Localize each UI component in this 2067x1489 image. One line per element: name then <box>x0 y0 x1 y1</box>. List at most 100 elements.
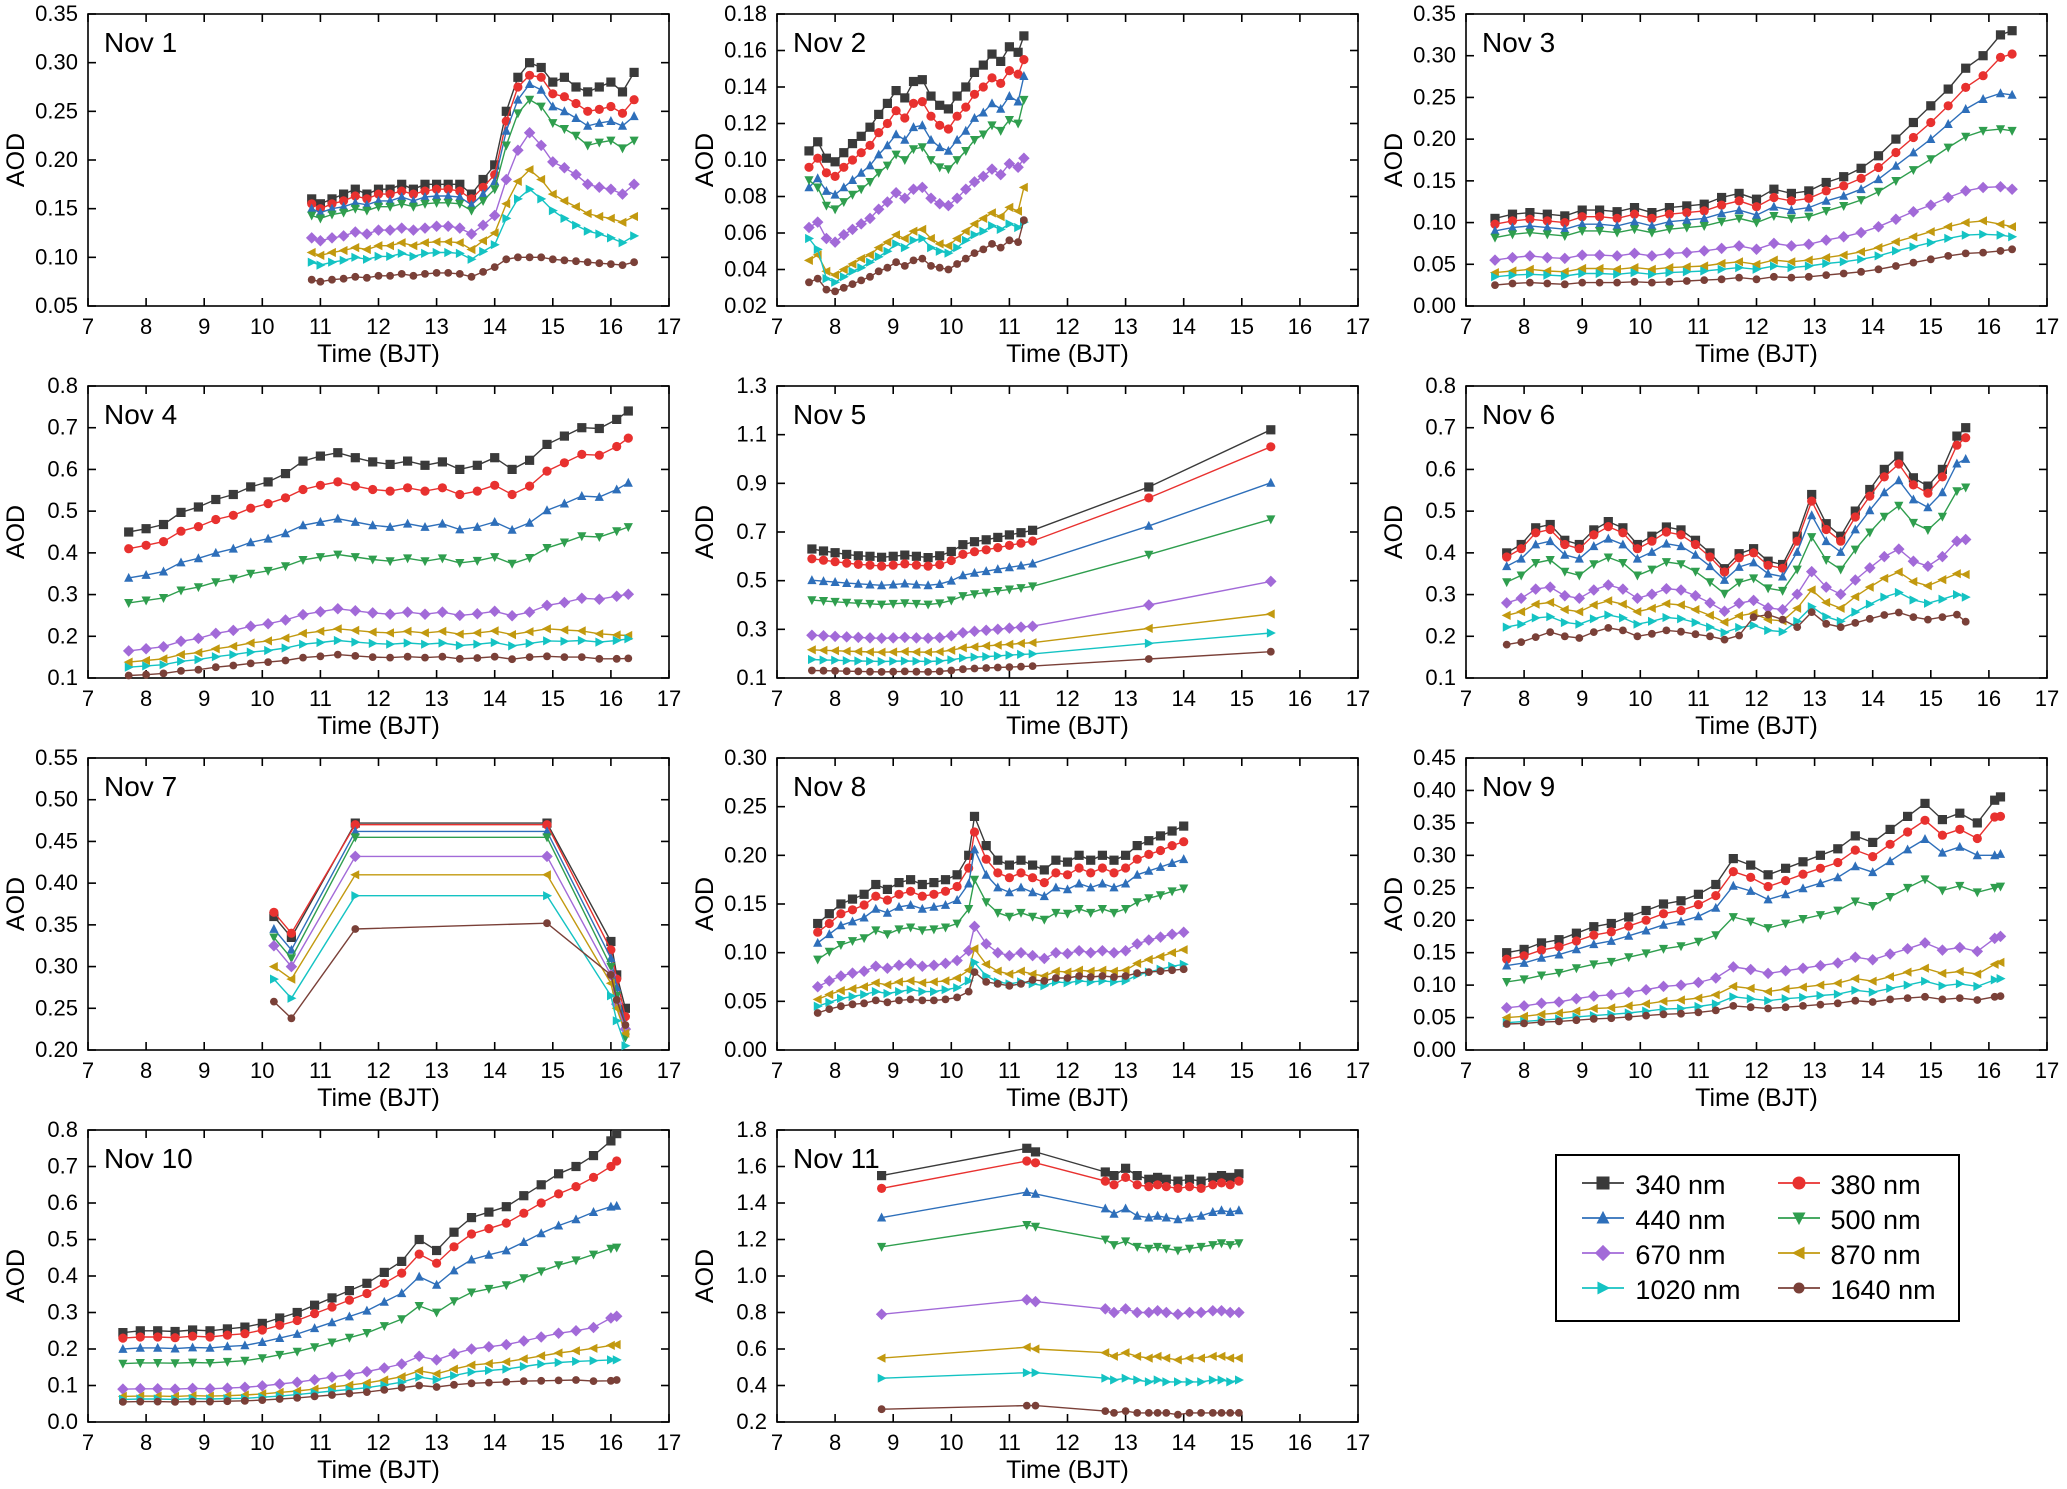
svg-text:0.8: 0.8 <box>47 1117 78 1142</box>
legend-entry-870nm: 870 nm <box>1775 1240 1936 1271</box>
svg-text:0.3: 0.3 <box>47 1300 78 1325</box>
svg-text:14: 14 <box>1171 1058 1195 1083</box>
svg-text:0.14: 0.14 <box>724 74 767 99</box>
legend: 340 nm 380 nm 440 nm 500 nm 670 nm <box>1555 1154 1960 1322</box>
svg-text:8: 8 <box>140 1430 152 1455</box>
svg-text:AOD: AOD <box>2 1249 30 1303</box>
legend-label: 380 nm <box>1830 1170 1921 1200</box>
svg-text:9: 9 <box>1576 314 1588 339</box>
svg-text:1.4: 1.4 <box>736 1190 767 1215</box>
svg-text:14: 14 <box>1171 314 1195 339</box>
panel-nov-3: 7 8 9 10 11 12 13 14 15 16 17 0.00 0.05 0.10 0.15 0.20 0… <box>1378 0 2067 372</box>
svg-text:AOD: AOD <box>1380 133 1408 187</box>
legend-entry-500nm: 500 nm <box>1775 1205 1936 1236</box>
svg-text:0.1: 0.1 <box>47 665 78 690</box>
svg-text:1.2: 1.2 <box>736 1227 767 1252</box>
svg-text:AOD: AOD <box>691 1249 719 1303</box>
svg-text:11: 11 <box>998 686 1021 711</box>
chart-svg: 7 8 9 10 11 12 13 14 15 16 17 0.00 0.05 0.10 0.15 0.20 0… <box>1380 1 2059 368</box>
svg-text:0.3: 0.3 <box>736 616 767 641</box>
svg-text:Nov 1: Nov 1 <box>104 27 177 58</box>
svg-text:8: 8 <box>1518 686 1530 711</box>
svg-text:0.08: 0.08 <box>724 184 767 209</box>
svg-text:17: 17 <box>1346 314 1370 339</box>
svg-text:0.05: 0.05 <box>1413 1005 1456 1030</box>
svg-text:13: 13 <box>1113 1058 1137 1083</box>
legend-entry-670nm: 670 nm <box>1579 1240 1740 1271</box>
svg-text:9: 9 <box>1576 686 1588 711</box>
svg-text:14: 14 <box>482 1430 506 1455</box>
svg-text:10: 10 <box>1628 686 1652 711</box>
svg-text:0.6: 0.6 <box>1425 456 1456 481</box>
legend-label: 1640 nm <box>1830 1275 1936 1305</box>
svg-text:Time (BJT): Time (BJT) <box>1006 1084 1129 1112</box>
svg-text:8: 8 <box>140 1058 152 1083</box>
panel-nov-2: 7 8 9 10 11 12 13 14 15 16 17 0.02 0.04 0.06 0.08 0.10 0… <box>689 0 1378 372</box>
svg-text:10: 10 <box>939 1430 963 1455</box>
svg-text:0.7: 0.7 <box>47 1154 78 1179</box>
svg-text:0.55: 0.55 <box>35 745 78 770</box>
svg-text:12: 12 <box>366 1058 390 1083</box>
svg-text:16: 16 <box>1977 686 2001 711</box>
svg-text:Time (BJT): Time (BJT) <box>317 1084 440 1112</box>
svg-text:Time (BJT): Time (BJT) <box>1695 340 1818 368</box>
svg-text:8: 8 <box>140 314 152 339</box>
svg-text:0.5: 0.5 <box>736 568 767 593</box>
svg-text:7: 7 <box>771 1058 783 1083</box>
svg-text:7: 7 <box>771 1430 783 1455</box>
svg-text:9: 9 <box>198 686 210 711</box>
svg-text:0.18: 0.18 <box>724 1 767 26</box>
svg-text:0.00: 0.00 <box>1413 1037 1456 1062</box>
svg-text:16: 16 <box>599 314 623 339</box>
svg-text:16: 16 <box>599 686 623 711</box>
svg-text:Time (BJT): Time (BJT) <box>1006 1456 1129 1484</box>
svg-text:0.2: 0.2 <box>47 623 78 648</box>
panel-nov-8: 7 8 9 10 11 12 13 14 15 16 17 0.00 0.05 0.10 0.15 0.20 0… <box>689 744 1378 1116</box>
svg-text:7: 7 <box>82 686 94 711</box>
svg-text:0.02: 0.02 <box>724 293 767 318</box>
svg-text:0.05: 0.05 <box>724 988 767 1013</box>
svg-text:0.4: 0.4 <box>1425 540 1456 565</box>
triangle-right-marker-icon <box>1579 1276 1627 1305</box>
svg-text:13: 13 <box>1802 686 1826 711</box>
svg-text:16: 16 <box>1288 314 1312 339</box>
svg-text:1.6: 1.6 <box>736 1154 767 1179</box>
svg-text:Nov 2: Nov 2 <box>793 27 866 58</box>
svg-text:0.30: 0.30 <box>35 954 78 979</box>
legend-entry-440nm: 440 nm <box>1579 1205 1740 1236</box>
svg-text:0.10: 0.10 <box>1413 972 1456 997</box>
svg-text:Nov 5: Nov 5 <box>793 399 866 430</box>
panel-nov-6: 7 8 9 10 11 12 13 14 15 16 17 0.1 0.2 0.3 0.4 0.5 0.6 0.7… <box>1378 372 2067 744</box>
chart-svg: 7 8 9 10 11 12 13 14 15 16 17 0.1 0.3 0.5 0.7 0.9 1.1 1.3… <box>691 373 1370 740</box>
svg-text:8: 8 <box>829 1058 841 1083</box>
svg-text:8: 8 <box>829 686 841 711</box>
svg-text:0.15: 0.15 <box>35 196 78 221</box>
svg-text:Time (BJT): Time (BJT) <box>1006 340 1129 368</box>
legend-label: 500 nm <box>1830 1205 1921 1235</box>
svg-text:Nov 8: Nov 8 <box>793 771 866 802</box>
svg-text:0.25: 0.25 <box>1413 84 1456 109</box>
chart-svg: 7 8 9 10 11 12 13 14 15 16 17 0.00 0.05 0.10 0.15 0.20 0… <box>1380 745 2059 1112</box>
svg-text:0.40: 0.40 <box>1413 777 1456 802</box>
panel-nov-1: 7 8 9 10 11 12 13 14 15 16 17 0.05 0.10 0.15 0.20 0.25 0… <box>0 0 689 372</box>
chart-svg: 7 8 9 10 11 12 13 14 15 16 17 0.00 0.05 0.10 0.15 0.20 0… <box>691 745 1370 1112</box>
svg-text:0.7: 0.7 <box>736 519 767 544</box>
chart-svg: 7 8 9 10 11 12 13 14 15 16 17 0.05 0.10 0.15 0.20 0.25 0… <box>2 1 681 368</box>
svg-text:14: 14 <box>482 686 506 711</box>
svg-text:Nov 3: Nov 3 <box>1482 27 1555 58</box>
svg-text:11: 11 <box>309 314 332 339</box>
svg-text:13: 13 <box>1113 314 1137 339</box>
svg-text:7: 7 <box>82 1058 94 1083</box>
svg-text:0.15: 0.15 <box>1413 940 1456 965</box>
panel-nov-5: 7 8 9 10 11 12 13 14 15 16 17 0.1 0.3 0.5 0.7 0.9 1.1 1.3… <box>689 372 1378 744</box>
svg-text:10: 10 <box>250 686 274 711</box>
svg-text:15: 15 <box>541 314 565 339</box>
svg-text:Nov 7: Nov 7 <box>104 771 177 802</box>
svg-text:0.15: 0.15 <box>724 891 767 916</box>
svg-text:0.15: 0.15 <box>1413 168 1456 193</box>
svg-text:15: 15 <box>1230 1430 1254 1455</box>
circle-small-marker-icon <box>1775 1276 1823 1305</box>
svg-text:0.30: 0.30 <box>1413 842 1456 867</box>
svg-text:AOD: AOD <box>691 133 719 187</box>
svg-text:0.7: 0.7 <box>1425 415 1456 440</box>
